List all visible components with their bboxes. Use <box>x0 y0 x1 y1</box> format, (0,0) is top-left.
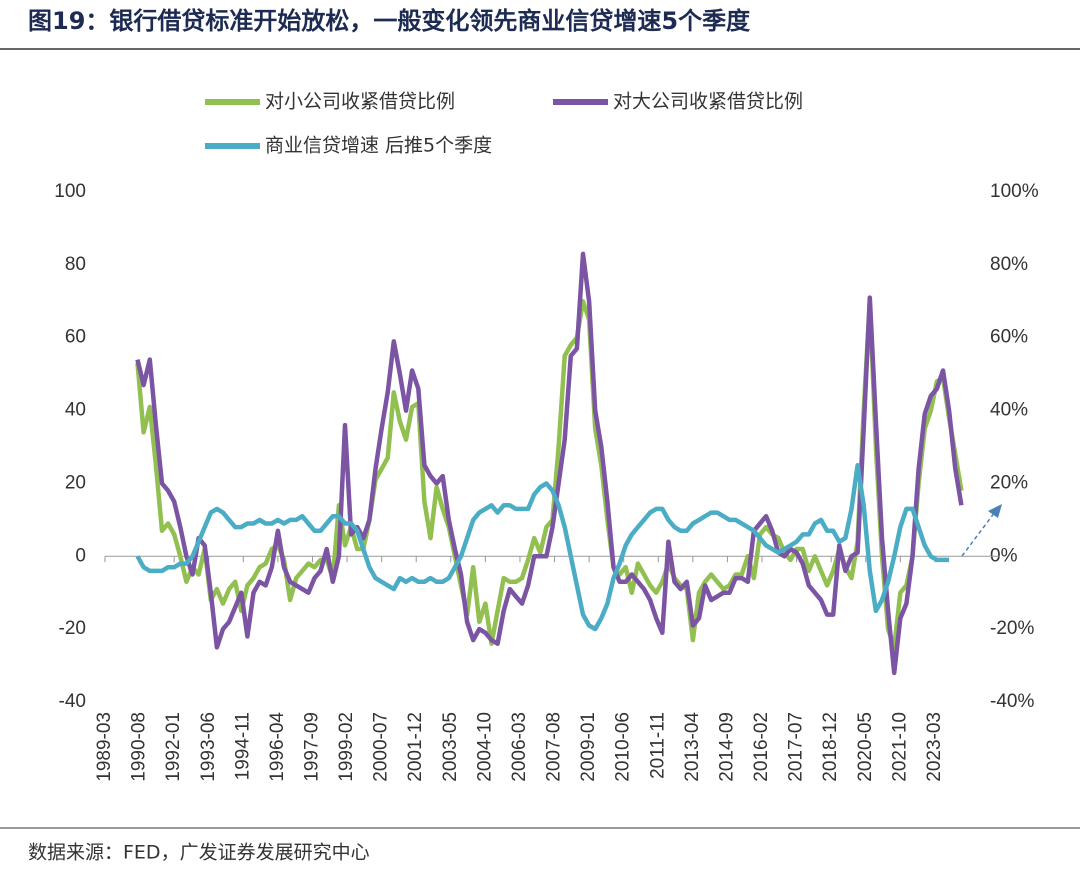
x-tick-label: 2006-03 <box>509 712 530 782</box>
series-line <box>135 251 964 676</box>
y-tick-label: 100 <box>54 181 86 202</box>
y2-tick-label: 20% <box>990 472 1028 493</box>
y2-tick-label: -40% <box>990 691 1034 712</box>
x-tick-label: 2018-12 <box>820 712 841 782</box>
series-line <box>135 462 950 632</box>
x-tick-label: 2014-09 <box>716 712 737 782</box>
x-tick-label: 1996-04 <box>267 712 288 782</box>
y-tick-label: 60 <box>65 327 86 348</box>
x-tick-label: 2020-05 <box>855 712 876 782</box>
x-tick-label: 1997-09 <box>301 712 322 782</box>
legend-label: 对小公司收紧借贷比例 <box>265 91 455 113</box>
x-tick-label: 2010-06 <box>613 712 634 782</box>
legend-label: 商业信贷增速 后推5个季度 <box>265 135 492 157</box>
x-tick-label: 2009-01 <box>578 712 599 782</box>
x-tick-label: 2000-07 <box>371 712 392 782</box>
y-tick-label: 80 <box>65 254 86 275</box>
series-line <box>135 299 964 650</box>
annotation-arrow <box>961 511 996 557</box>
y2-tick-label: 80% <box>990 254 1028 275</box>
y-tick-label: 0 <box>75 545 86 566</box>
x-tick-label: 2023-03 <box>924 712 945 782</box>
x-tick-label: 2011-11 <box>647 712 668 779</box>
x-tick-label: 1990-08 <box>129 712 150 782</box>
x-tick-label: 1999-02 <box>336 712 357 782</box>
x-tick-label: 2021-10 <box>889 712 910 782</box>
x-tick-label: 2004-10 <box>474 712 495 782</box>
y2-tick-label: 40% <box>990 400 1028 421</box>
x-tick-label: 2003-05 <box>440 712 461 782</box>
y2-tick-label: 60% <box>990 327 1028 348</box>
y2-tick-label: -20% <box>990 618 1034 639</box>
legend-label: 对大公司收紧借贷比例 <box>613 91 803 113</box>
y2-tick-label: 0% <box>990 545 1018 566</box>
x-tick-label: 1994-11 <box>232 712 253 780</box>
source: 数据来源：FED，广发证券发展研究中心 <box>28 842 370 864</box>
chart-title: 图19：银行借贷标准开始放松，一般变化领先商业信贷增速5个季度 <box>28 7 751 35</box>
x-tick-label: 1993-06 <box>198 712 219 782</box>
x-tick-label: 2013-04 <box>682 712 703 782</box>
x-tick-label: 2017-07 <box>786 712 807 782</box>
y-tick-label: -40 <box>59 691 86 712</box>
y-tick-label: 40 <box>65 400 86 421</box>
x-tick-label: 2007-08 <box>544 712 565 782</box>
y2-tick-label: 100% <box>990 181 1039 202</box>
x-tick-label: 1992-01 <box>163 712 184 782</box>
x-tick-label: 2001-12 <box>405 712 426 782</box>
x-tick-label: 2016-02 <box>751 712 772 782</box>
arrow-head <box>988 504 1002 518</box>
y-tick-label: 20 <box>65 472 86 493</box>
y-tick-label: -20 <box>59 618 86 639</box>
x-tick-label: 1989-03 <box>94 712 115 782</box>
